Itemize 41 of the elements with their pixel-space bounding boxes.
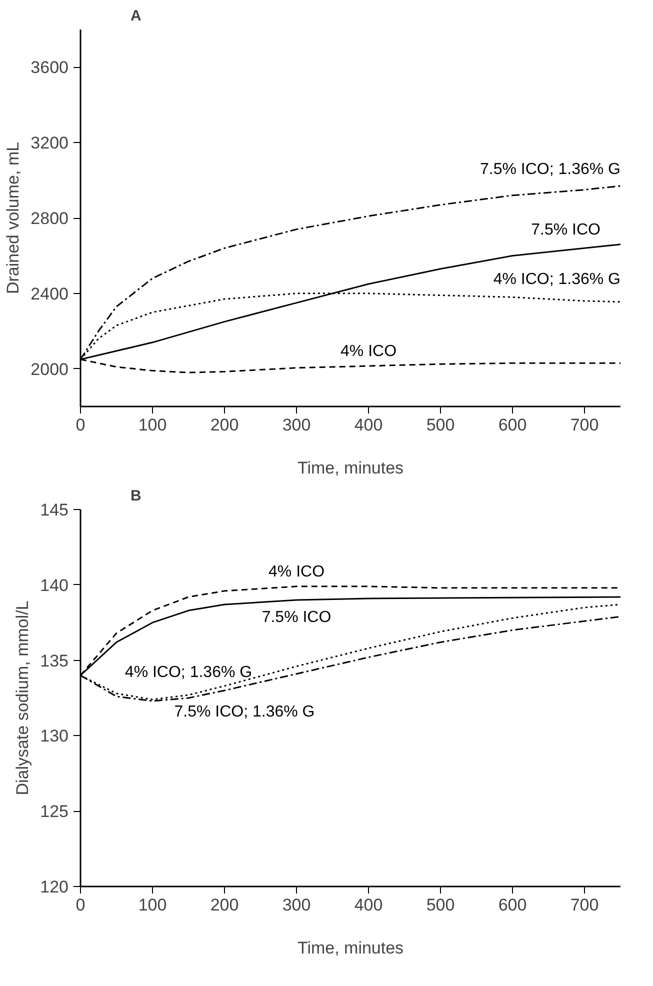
x-tick-label: 600 [498, 416, 527, 434]
chart-title: A [130, 8, 142, 24]
y-tick-label: 125 [40, 802, 69, 822]
x-tick-label: 100 [138, 416, 167, 434]
y-tick-label: 130 [40, 726, 69, 746]
x-tick-label: 100 [138, 896, 167, 914]
x-axis-title: Time, minutes [297, 458, 404, 478]
x-tick-label: 300 [282, 416, 311, 434]
y-tick-label: 2800 [30, 209, 69, 228]
y-tick-label: 2400 [30, 284, 69, 304]
chart-title: B [130, 488, 142, 504]
x-tick-label: 200 [210, 416, 239, 434]
y-tick-label: 2000 [30, 360, 69, 379]
y-tick-label: 135 [40, 651, 69, 670]
series-label: 7.5% ICO [262, 608, 332, 626]
x-tick-label: 600 [498, 896, 527, 914]
x-tick-label: 0 [76, 896, 86, 914]
x-tick-label: 200 [210, 896, 239, 914]
series-label: 4% ICO [340, 342, 397, 360]
y-tick-label: 3600 [30, 58, 69, 78]
series-label: 4% ICO; 1.36% G [124, 664, 252, 681]
series-label: 7.5% ICO [531, 221, 600, 238]
x-tick-label: 300 [282, 896, 311, 914]
series-label: 7.5% ICO; 1.36% G [480, 160, 621, 178]
y-axis-title: Dialysate sodium, mmol/L [13, 600, 32, 796]
series-label: 4% ICO; 1.36% G [493, 270, 621, 288]
y-tick-label: 120 [40, 878, 69, 896]
x-tick-label: 400 [354, 896, 383, 914]
x-tick-label: 700 [570, 416, 599, 434]
x-axis-title: Time, minutes [297, 938, 404, 958]
x-tick-label: 500 [426, 896, 455, 914]
y-tick-label: 140 [40, 576, 69, 595]
x-tick-label: 0 [76, 416, 86, 434]
series-label: 4% ICO [268, 563, 325, 580]
y-tick-label: 145 [40, 500, 69, 520]
x-tick-label: 400 [354, 416, 383, 434]
y-axis-title: Drained volume, mL [4, 142, 23, 294]
x-tick-label: 700 [570, 896, 599, 914]
x-tick-label: 500 [426, 416, 455, 434]
series-label: 7.5% ICO; 1.36% G [174, 703, 315, 720]
y-tick-label: 3200 [30, 134, 69, 153]
